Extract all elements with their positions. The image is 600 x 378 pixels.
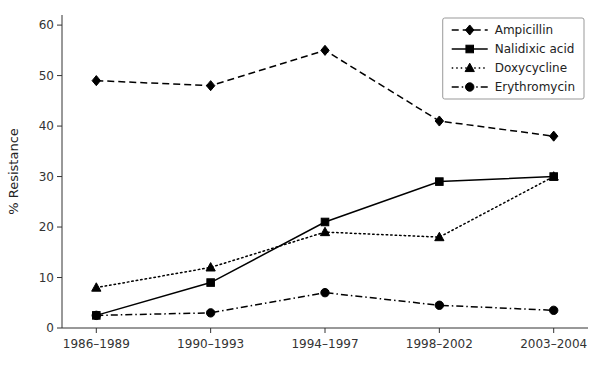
x-tick-label: 1994–1997 — [291, 337, 358, 351]
y-axis-label: % Resistance — [6, 128, 21, 215]
legend-label: Doxycycline — [495, 61, 567, 75]
x-tick — [96, 328, 97, 333]
y-tick — [57, 227, 62, 228]
series-line — [96, 177, 553, 316]
legend-label: Erythromycin — [495, 80, 575, 94]
data-point — [435, 301, 443, 309]
legend-label: Ampicillin — [495, 23, 553, 37]
y-tick — [57, 25, 62, 26]
data-point — [206, 309, 214, 317]
data-point — [321, 288, 329, 296]
y-tick-label: 0 — [46, 321, 54, 335]
y-tick — [57, 277, 62, 278]
legend-swatch-marker — [465, 63, 474, 71]
series-line — [96, 177, 553, 288]
y-tick-label: 10 — [39, 271, 54, 285]
legend-swatch-marker — [466, 83, 474, 91]
data-point — [436, 178, 444, 186]
y-tick-label: 50 — [39, 69, 54, 83]
data-point — [206, 81, 214, 91]
y-tick-label: 30 — [39, 170, 54, 184]
x-tick — [553, 328, 554, 333]
legend: Ampicillin Nalidixic acid Doxycycline Eryth… — [443, 18, 584, 99]
data-point — [320, 227, 329, 235]
y-tick-label: 40 — [39, 119, 54, 133]
data-point — [93, 312, 101, 320]
x-tick — [439, 328, 440, 333]
legend-swatch-marker — [466, 25, 474, 35]
data-point — [549, 172, 558, 180]
y-tick — [57, 126, 62, 127]
y-tick-label: 20 — [39, 220, 54, 234]
data-point — [92, 283, 101, 291]
data-point — [321, 218, 329, 226]
data-point — [321, 45, 329, 55]
x-tick-label: 1990–1993 — [177, 337, 244, 351]
x-tick — [325, 328, 326, 333]
legend-label: Nalidixic acid — [495, 42, 575, 56]
data-point — [435, 232, 444, 240]
data-point — [549, 306, 557, 314]
x-tick-label: 1986–1989 — [63, 337, 130, 351]
chart-svg: 0 10 20 30 40 50 60 1986–1989 1990–1993 1994–1997… — [0, 0, 600, 378]
data-point — [206, 263, 215, 271]
data-point — [92, 311, 100, 319]
chart-container: 0 10 20 30 40 50 60 1986–1989 1990–1993 1994–1997… — [0, 0, 600, 378]
x-tick — [210, 328, 211, 333]
y-axis-line — [62, 15, 63, 328]
x-tick-label: 2003–2004 — [520, 337, 587, 351]
y-tick — [57, 75, 62, 76]
legend-swatch-marker — [466, 45, 474, 53]
y-tick — [57, 328, 62, 329]
data-point — [92, 76, 100, 86]
data-point — [207, 279, 215, 287]
y-tick-label: 60 — [39, 18, 54, 32]
data-point — [435, 116, 443, 126]
y-tick — [57, 176, 62, 177]
data-point — [549, 131, 557, 141]
x-tick-label: 1998–2002 — [406, 337, 473, 351]
legend-box — [443, 18, 584, 99]
